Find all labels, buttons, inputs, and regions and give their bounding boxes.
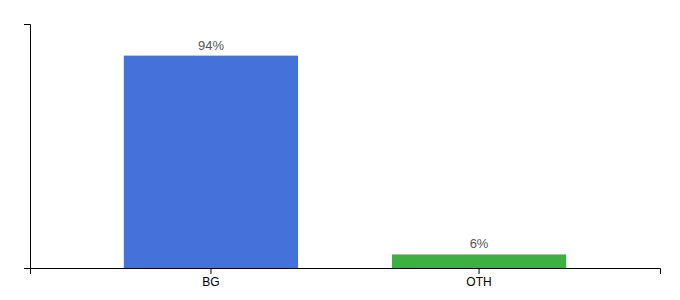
x-tick-label: OTH — [466, 275, 491, 289]
bar — [392, 254, 566, 268]
chart: 94% 6% BG OTH — [0, 0, 680, 300]
x-tick: BG — [202, 268, 219, 289]
x-tick-mark — [479, 268, 480, 274]
bar — [124, 56, 298, 268]
bars — [124, 56, 566, 268]
data-labels: 94% 6% — [198, 38, 489, 252]
x-axis-line — [31, 269, 661, 275]
y-axis — [24, 25, 31, 269]
data-label: 6% — [470, 236, 489, 251]
x-tick-label: BG — [202, 275, 219, 289]
data-label: 94% — [198, 38, 224, 53]
x-tick: OTH — [466, 268, 491, 289]
x-tick-mark — [210, 268, 211, 274]
plot: 94% 6% BG OTH — [24, 25, 661, 289]
x-axis: BG OTH — [31, 268, 661, 289]
y-axis-line — [24, 25, 31, 269]
